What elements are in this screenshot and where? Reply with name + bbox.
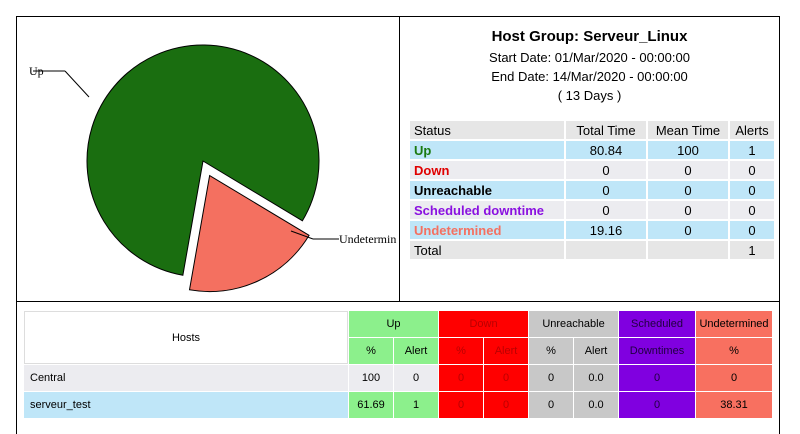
group-header-unreachable: Unreachable: [529, 311, 618, 337]
table-row: Scheduled downtime 0 0 0: [410, 201, 774, 219]
status-label-up: Up: [410, 141, 564, 159]
pie-slice-undetermined: [188, 174, 310, 293]
mean-time-value: 0: [648, 221, 728, 239]
hosts-panel: Hosts Up Down Unreachable Scheduled Unde…: [16, 301, 780, 434]
undetermined-pct: 0: [696, 365, 772, 391]
total-time-value: 0: [566, 201, 646, 219]
pie-label-up: Up: [29, 64, 44, 78]
down-pct: 0: [439, 392, 483, 418]
group-header-undetermined: Undetermined: [696, 311, 772, 337]
total-time-value: 80.84: [566, 141, 646, 159]
sub-down-alert: Alert: [484, 338, 528, 364]
alerts-value: 0: [730, 161, 774, 179]
header-hosts: Hosts: [24, 311, 348, 364]
up-pct: 61.69: [349, 392, 393, 418]
alerts-value: 0: [730, 181, 774, 199]
host-name[interactable]: serveur_test: [24, 392, 348, 418]
mean-time-value: 100: [648, 141, 728, 159]
total-alerts-value: 1: [730, 241, 774, 259]
alerts-value: 0: [730, 201, 774, 219]
header-total-time: Total Time: [566, 121, 646, 139]
undetermined-label-leader: [290, 230, 314, 240]
sub-up-alert: Alert: [394, 338, 438, 364]
total-time-value: 0: [566, 181, 646, 199]
header-status: Status: [410, 121, 564, 139]
header-alerts: Alerts: [730, 121, 774, 139]
group-header-up: Up: [349, 311, 438, 337]
table-row: Undetermined 19.16 0 0: [410, 221, 774, 239]
scheduled-downtimes: 0: [619, 392, 695, 418]
sub-unreachable-alert: Alert: [574, 338, 618, 364]
table-total-row: Total 1: [410, 241, 774, 259]
mean-time-value: 0: [648, 201, 728, 219]
pie-chart-panel: Up Undetermin: [16, 16, 400, 302]
start-date: Start Date: 01/Mar/2020 - 00:00:00: [489, 50, 690, 65]
total-label: Total: [410, 241, 564, 259]
table-header-row: Status Total Time Mean Time Alerts: [410, 121, 774, 139]
end-date: End Date: 14/Mar/2020 - 00:00:00: [491, 69, 688, 84]
table-row: Central 100 0 0 0 0 0.0 0 0: [24, 365, 772, 391]
table-row: serveur_test 61.69 1 0 0 0 0.0 0 38.31: [24, 392, 772, 418]
unreachable-alert: 0.0: [574, 365, 618, 391]
undetermined-pct: 38.31: [696, 392, 772, 418]
up-alert: 1: [394, 392, 438, 418]
sub-scheduled-downtimes: Downtimes: [619, 338, 695, 364]
total-empty-1: [566, 241, 646, 259]
pie-slice-up: [86, 44, 320, 276]
header-mean-time: Mean Time: [648, 121, 728, 139]
up-label-leader-2: [64, 70, 90, 98]
report-title: Host Group: Serveur_Linux: [491, 28, 688, 45]
status-summary-panel: Status Total Time Mean Time Alerts Up 80…: [399, 112, 780, 302]
host-name[interactable]: Central: [24, 365, 348, 391]
status-pie-chart: Up Undetermin: [29, 44, 396, 293]
sub-unreachable-pct: %: [529, 338, 573, 364]
hosts-subheader-row: % Alert % Alert % Alert Downtimes %: [24, 338, 772, 364]
unreachable-pct: 0: [529, 365, 573, 391]
hosts-header-row: Hosts Up Down Unreachable Scheduled Unde…: [24, 311, 772, 364]
status-label-down: Down: [410, 161, 564, 179]
day-count: ( 13 Days ): [557, 88, 622, 103]
report-info-panel: Host Group: Serveur_Linux Start Date: 01…: [399, 16, 780, 113]
scheduled-downtimes: 0: [619, 365, 695, 391]
status-label-scheduled: Scheduled downtime: [410, 201, 564, 219]
down-pct: 0: [439, 365, 483, 391]
status-summary-table: Status Total Time Mean Time Alerts Up 80…: [408, 119, 776, 261]
group-header-down: Down: [439, 311, 528, 337]
sub-undetermined-pct: %: [696, 338, 772, 364]
table-row: Unreachable 0 0 0: [410, 181, 774, 199]
up-pct: 100: [349, 365, 393, 391]
total-time-value: 0: [566, 161, 646, 179]
table-row: Up 80.84 100 1: [410, 141, 774, 159]
alerts-value: 1: [730, 141, 774, 159]
total-time-value: 19.16: [566, 221, 646, 239]
mean-time-value: 0: [648, 181, 728, 199]
sub-down-pct: %: [439, 338, 483, 364]
mean-time-value: 0: [648, 161, 728, 179]
table-row: Down 0 0 0: [410, 161, 774, 179]
down-alert: 0: [484, 392, 528, 418]
alerts-value: 0: [730, 221, 774, 239]
unreachable-pct: 0: [529, 392, 573, 418]
unreachable-alert: 0.0: [574, 392, 618, 418]
up-alert: 0: [394, 365, 438, 391]
hosts-table: Hosts Up Down Unreachable Scheduled Unde…: [23, 310, 773, 419]
total-empty-2: [648, 241, 728, 259]
status-label-undetermined: Undetermined: [410, 221, 564, 239]
down-alert: 0: [484, 365, 528, 391]
group-header-scheduled: Scheduled: [619, 311, 695, 337]
pie-label-undetermined: Undetermin: [339, 232, 396, 246]
sub-up-pct: %: [349, 338, 393, 364]
status-label-unreachable: Unreachable: [410, 181, 564, 199]
